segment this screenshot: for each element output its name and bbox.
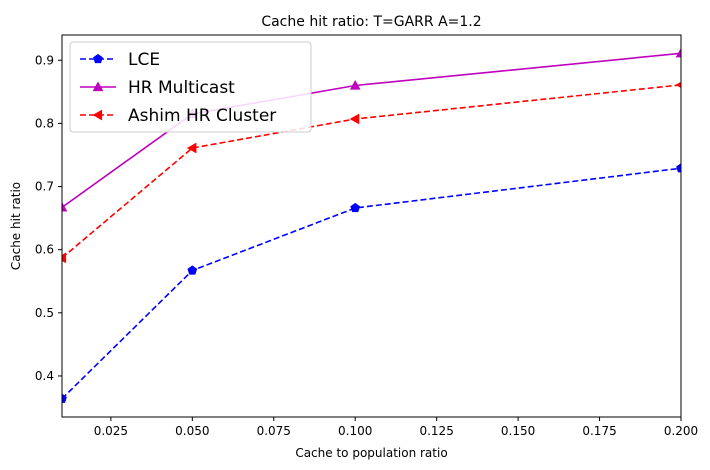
series-2 (62, 81, 681, 264)
legend-box (69, 41, 312, 133)
x-tick-label: 0.175 (582, 424, 616, 438)
plot-frame (61, 34, 682, 418)
ticks-layer: 0.025 0.050 0.075 0.100 0.125 0.150 0.175 0.200… (35, 53, 698, 438)
legend-marker (92, 109, 103, 121)
data-point (349, 79, 361, 90)
x-tick-label: 0.150 (501, 424, 535, 438)
legend-label: Ashim HR Cluster (128, 106, 276, 126)
data-point (350, 202, 361, 213)
series-line (62, 84, 681, 259)
y-tick-label: 0.6 (35, 243, 54, 257)
legend-marker (93, 53, 103, 64)
legend: LCE HR Multicast Ashim HR Cluster (69, 41, 312, 133)
y-axis-title: Cache hit ratio (9, 182, 23, 270)
legend-item: LCE (80, 50, 160, 70)
legend-marker (92, 81, 104, 92)
y-tick-label: 0.8 (35, 116, 54, 130)
data-point (62, 201, 68, 212)
x-tick-label: 0.200 (664, 424, 698, 438)
y-tick-label: 0.4 (35, 369, 54, 383)
data-point (62, 393, 67, 403)
legend-label: LCE (128, 50, 160, 70)
chart-title: Cache hit ratio: T=GARR A=1.2 (261, 14, 481, 30)
x-tick-label: 0.100 (338, 424, 372, 438)
data-point (186, 142, 197, 154)
legend-label: HR Multicast (128, 78, 235, 98)
data-point (187, 265, 198, 275)
y-tick-label: 0.9 (35, 53, 54, 67)
series-line (62, 167, 681, 400)
y-tick-label: 0.5 (35, 306, 54, 320)
legend-item: Ashim HR Cluster (80, 106, 276, 126)
x-tick-label: 0.075 (257, 424, 291, 438)
data-point (62, 252, 67, 264)
legend-item: HR Multicast (80, 78, 235, 98)
y-tick-label: 0.7 (35, 180, 54, 194)
x-tick-label: 0.050 (175, 424, 209, 438)
series-0 (62, 163, 681, 403)
data-point (676, 163, 681, 173)
x-tick-label: 0.125 (419, 424, 453, 438)
x-tick-label: 0.025 (94, 424, 128, 438)
x-axis-title: Cache to population ratio (295, 446, 447, 460)
data-point (675, 47, 681, 58)
data-point (349, 113, 360, 125)
